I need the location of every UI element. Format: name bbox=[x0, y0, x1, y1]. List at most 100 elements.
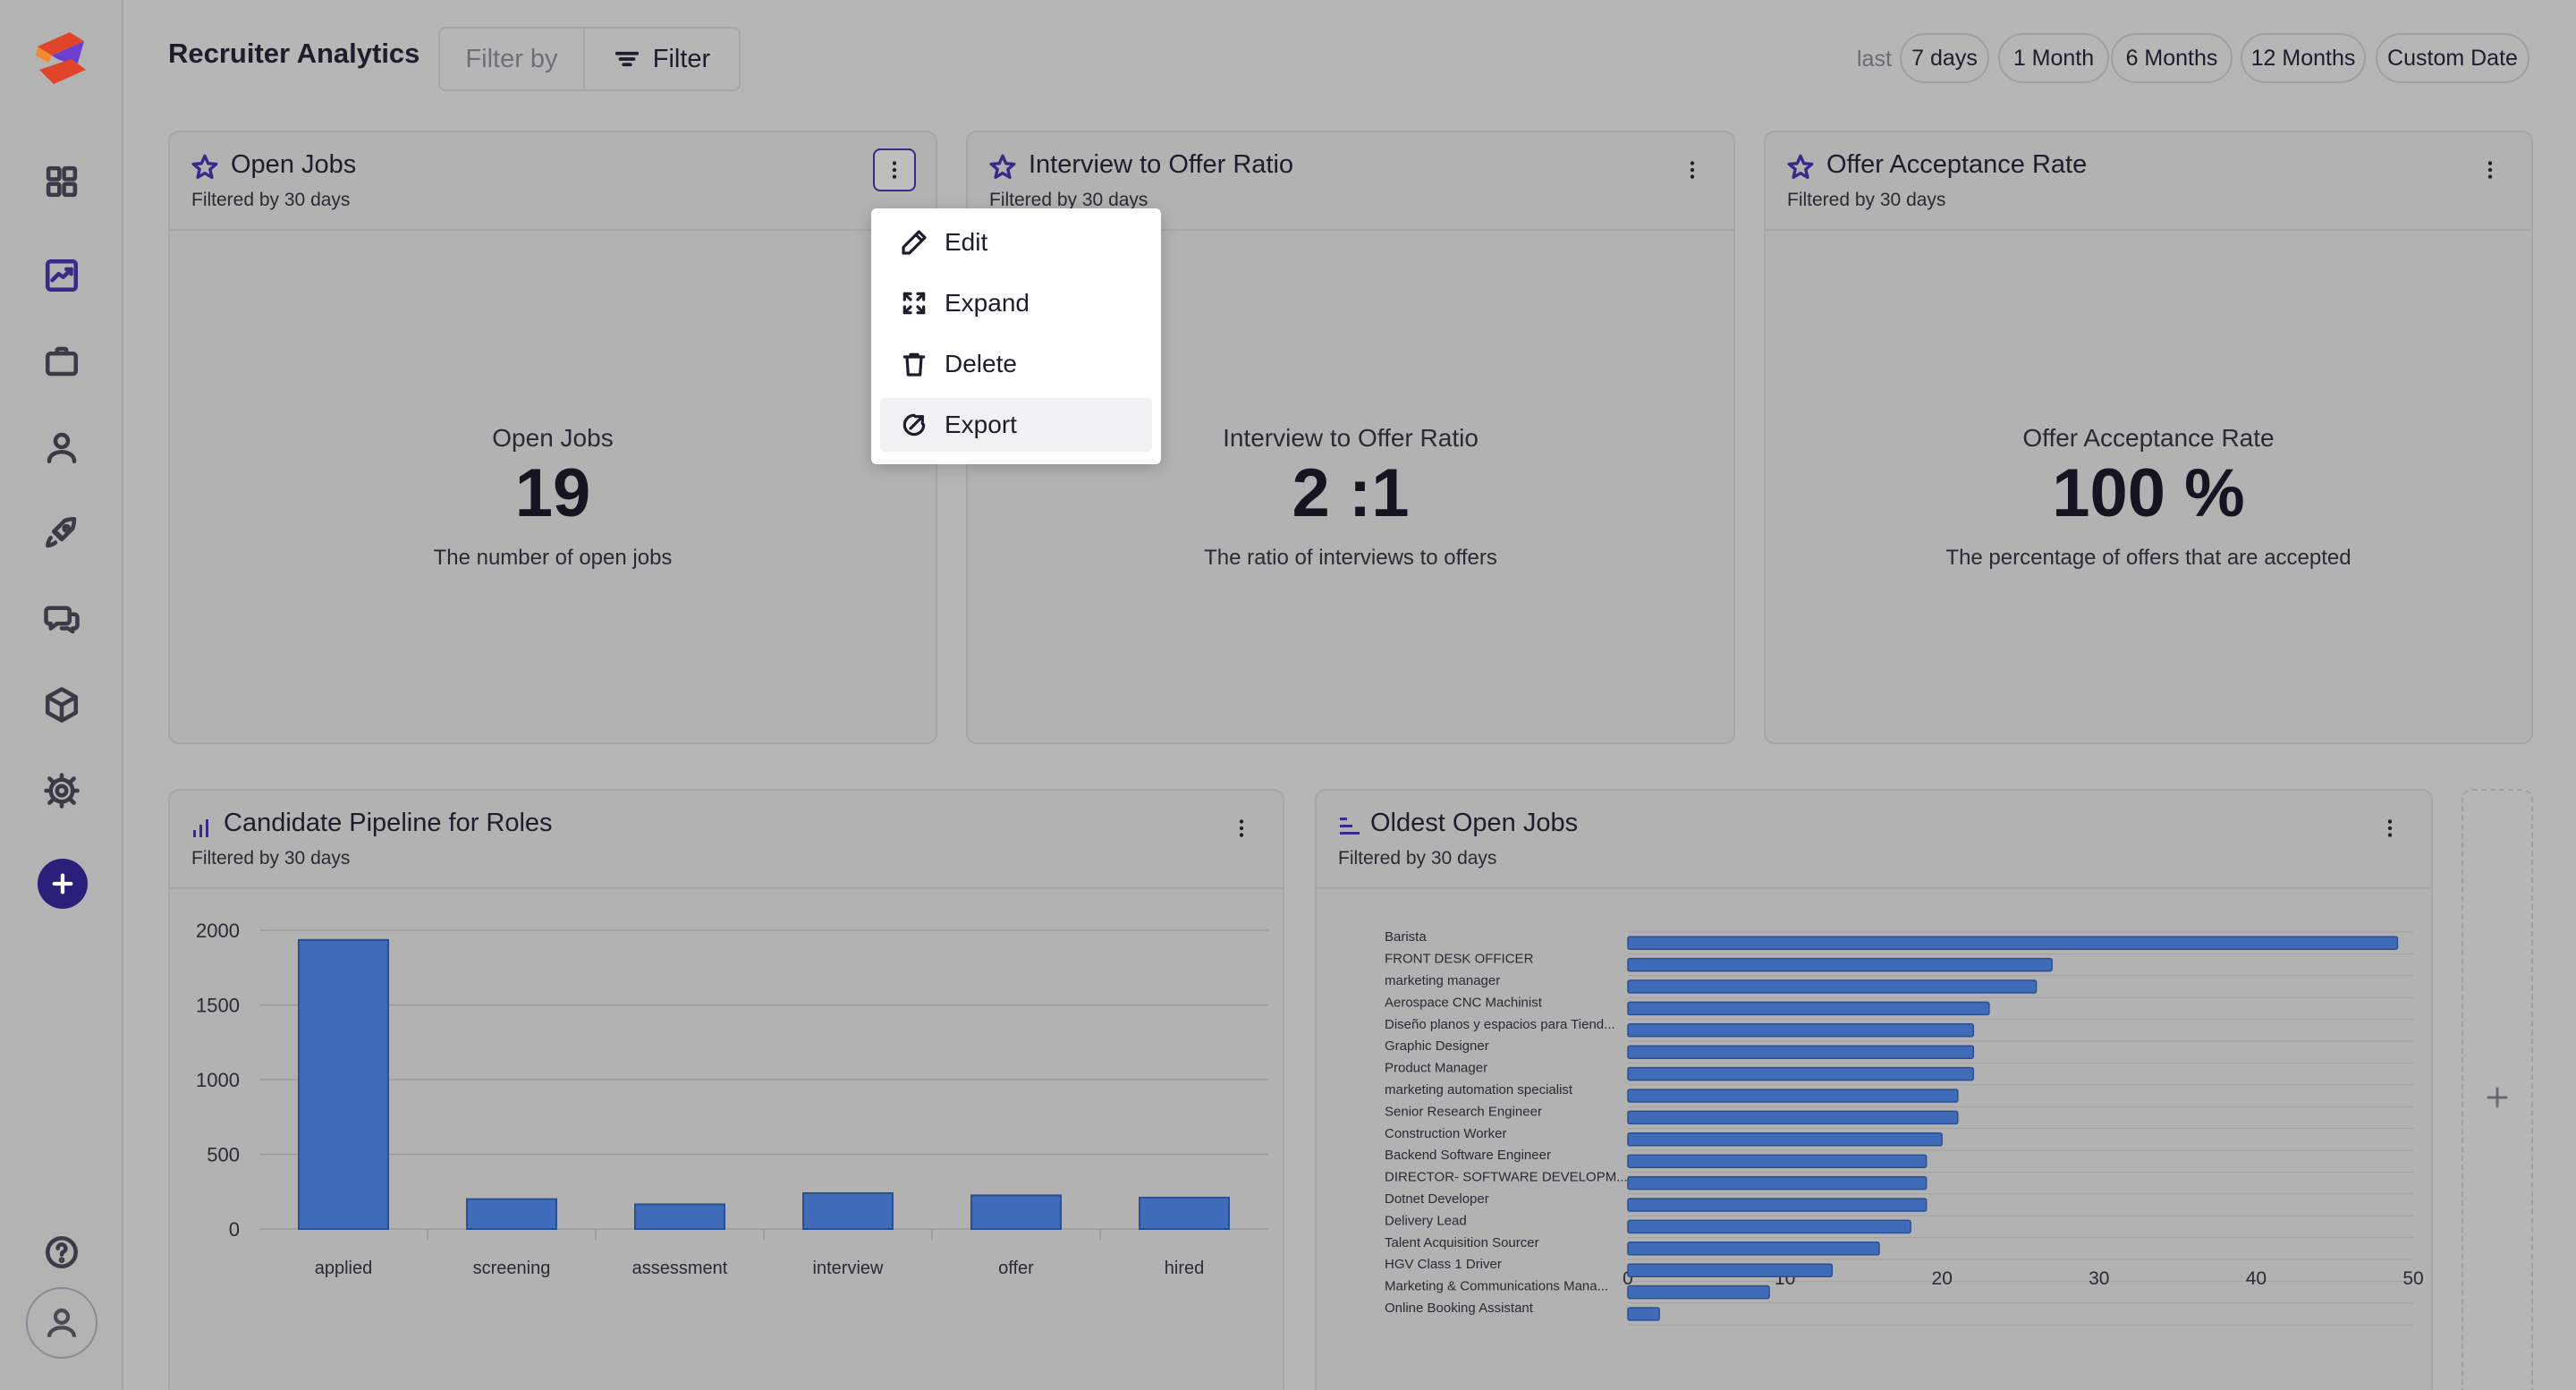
y-tick-label: Backend Software Engineer bbox=[1385, 1148, 1551, 1163]
star-icon[interactable] bbox=[1785, 152, 1816, 182]
y-tick-label: Talent Acquisition Sourcer bbox=[1385, 1235, 1539, 1250]
range-6-months[interactable]: 6 Months bbox=[2111, 33, 2233, 83]
menu-item-expand[interactable]: Expand bbox=[880, 276, 1152, 330]
page-title: Recruiter Analytics bbox=[168, 38, 420, 69]
more-options-button[interactable] bbox=[873, 148, 916, 191]
user-avatar[interactable] bbox=[26, 1287, 97, 1359]
add-widget-button[interactable] bbox=[2462, 789, 2533, 1390]
x-tick-label: offer bbox=[998, 1259, 1034, 1278]
range-label: last bbox=[1857, 47, 1892, 72]
x-tick-label: 0 bbox=[1623, 1268, 1633, 1289]
settings-gear-icon[interactable] bbox=[39, 768, 84, 813]
range-12-months[interactable]: 12 Months bbox=[2241, 33, 2366, 83]
pencil-icon bbox=[902, 230, 927, 255]
analytics-icon[interactable] bbox=[39, 253, 84, 298]
card-title: Oldest Open Jobs bbox=[1370, 809, 1579, 837]
metric-value: 100 % bbox=[2052, 455, 2245, 531]
bar bbox=[1139, 1196, 1230, 1230]
chart-card-oldest-open-jobs: Oldest Open Jobs Filtered by 30 days 0 10… bbox=[1315, 789, 2433, 1390]
more-options-button[interactable] bbox=[1671, 148, 1714, 191]
bar bbox=[1627, 1284, 1770, 1300]
card-title: Open Jobs bbox=[231, 150, 357, 179]
y-tick-label: 500 bbox=[207, 1144, 240, 1166]
cube-icon[interactable] bbox=[39, 682, 84, 727]
bar bbox=[1627, 1066, 1975, 1081]
range-custom-date[interactable]: Custom Date bbox=[2376, 33, 2529, 83]
y-tick-label: marketing automation specialist bbox=[1385, 1082, 1573, 1098]
menu-item-delete[interactable]: Delete bbox=[880, 337, 1152, 391]
more-options-button[interactable] bbox=[2368, 807, 2411, 850]
card-options-menu: Edit Expand Delete Export bbox=[871, 208, 1161, 464]
sidebar bbox=[0, 0, 123, 1390]
y-tick-label: Product Manager bbox=[1385, 1061, 1487, 1076]
add-button[interactable] bbox=[38, 859, 88, 909]
card-subtitle: Filtered by 30 days bbox=[1338, 848, 1497, 869]
bar bbox=[970, 1194, 1062, 1230]
chat-icon[interactable] bbox=[39, 597, 84, 641]
bar bbox=[1627, 957, 2053, 972]
bar bbox=[1627, 1307, 1660, 1321]
expand-icon bbox=[902, 292, 926, 315]
user-icon[interactable] bbox=[39, 425, 84, 470]
y-tick-label: DIRECTOR- SOFTWARE DEVELOPM... bbox=[1385, 1170, 1628, 1185]
bar bbox=[298, 938, 389, 1230]
menu-item-label: Expand bbox=[945, 289, 1030, 317]
more-options-button[interactable] bbox=[1220, 807, 1263, 850]
bar bbox=[1627, 979, 2038, 994]
bar bbox=[1627, 1132, 1943, 1147]
x-tick-label: 30 bbox=[2089, 1268, 2109, 1289]
range-1-month[interactable]: 1 Month bbox=[1998, 33, 2109, 83]
menu-item-export[interactable]: Export bbox=[880, 398, 1152, 452]
menu-item-label: Edit bbox=[945, 228, 988, 256]
rocket-icon[interactable] bbox=[39, 511, 84, 555]
metric-card-open-jobs: Open Jobs Filtered by 30 days Open Jobs … bbox=[168, 131, 937, 744]
menu-item-label: Export bbox=[945, 411, 1017, 438]
x-tick-label: 40 bbox=[2246, 1268, 2267, 1289]
bar bbox=[1627, 1263, 1834, 1277]
help-icon[interactable] bbox=[39, 1230, 84, 1275]
more-vertical-icon bbox=[2487, 161, 2493, 179]
x-tick-label: 20 bbox=[1932, 1268, 1953, 1289]
star-icon[interactable] bbox=[987, 152, 1018, 182]
trash-icon bbox=[902, 352, 926, 377]
bar bbox=[802, 1191, 894, 1231]
metric-label: Open Jobs bbox=[492, 424, 614, 452]
bar bbox=[1627, 1023, 1975, 1038]
metric-label: Offer Acceptance Rate bbox=[2022, 424, 2275, 452]
bar bbox=[1627, 1001, 1990, 1016]
card-subtitle: Filtered by 30 days bbox=[191, 848, 351, 869]
menu-item-edit[interactable]: Edit bbox=[880, 216, 1152, 269]
y-tick-label: 1500 bbox=[196, 995, 240, 1017]
star-icon[interactable] bbox=[190, 152, 220, 182]
x-tick-label: screening bbox=[473, 1259, 551, 1278]
briefcase-icon[interactable] bbox=[39, 339, 84, 384]
bar bbox=[1627, 1110, 1959, 1125]
filter-button-label: Filter bbox=[652, 44, 711, 73]
more-vertical-icon bbox=[892, 161, 897, 179]
app-logo[interactable] bbox=[30, 30, 93, 86]
filter-button[interactable]: Filter bbox=[585, 29, 739, 89]
export-icon bbox=[902, 413, 926, 436]
more-vertical-icon bbox=[1690, 161, 1695, 179]
range-7-days[interactable]: 7 days bbox=[1900, 33, 1989, 83]
y-tick-label: Senior Research Engineer bbox=[1385, 1104, 1542, 1119]
filter-by-input[interactable]: Filter by bbox=[440, 29, 585, 89]
bar bbox=[466, 1198, 557, 1231]
more-options-button[interactable] bbox=[2469, 148, 2512, 191]
bar bbox=[634, 1203, 725, 1231]
y-tick-label: Aerospace CNC Machinist bbox=[1385, 995, 1543, 1010]
card-subtitle: Filtered by 30 days bbox=[1787, 190, 1946, 210]
x-tick-label: hired bbox=[1165, 1259, 1204, 1278]
metric-value: 2 :1 bbox=[1292, 455, 1410, 531]
card-subtitle: Filtered by 30 days bbox=[989, 190, 1148, 210]
card-subtitle: Filtered by 30 days bbox=[191, 190, 351, 210]
y-tick-label: FRONT DESK OFFICER bbox=[1385, 952, 1534, 967]
x-tick-label: assessment bbox=[632, 1259, 728, 1278]
y-tick-label: Construction Worker bbox=[1385, 1126, 1506, 1141]
bar bbox=[1627, 1175, 1928, 1191]
card-header: Interview to Offer Ratio Filtered by 30 … bbox=[968, 132, 1733, 231]
dashboard-grid-icon[interactable] bbox=[39, 159, 84, 204]
bar bbox=[1627, 1242, 1880, 1256]
card-header: Candidate Pipeline for Roles Filtered by… bbox=[170, 791, 1283, 889]
